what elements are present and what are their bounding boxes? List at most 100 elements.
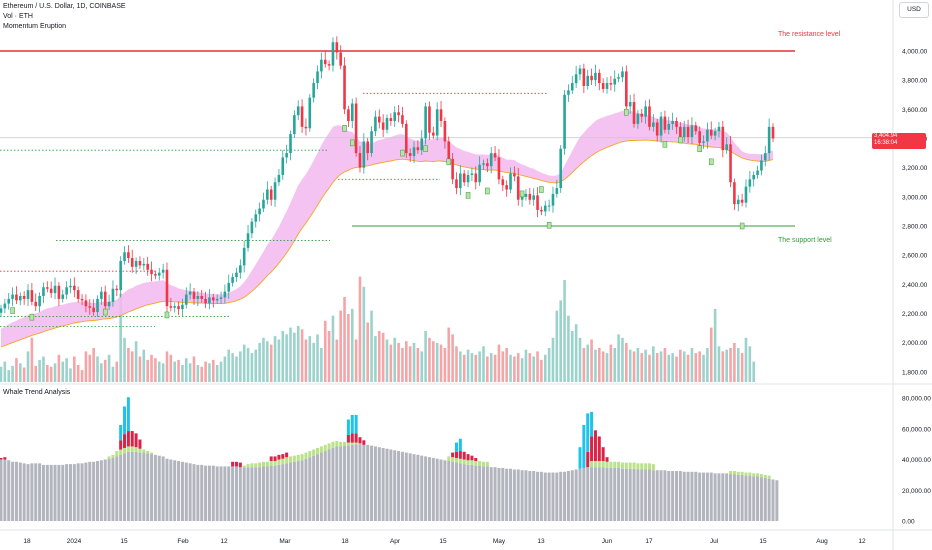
volume-bar [320,348,323,382]
whale-green-bar [130,446,134,452]
candle-body [489,153,493,167]
whale-cyan-bar [458,438,462,452]
candle-body [493,153,497,158]
whale-green-bar [447,456,451,462]
candle-body [601,83,605,89]
candle-body [636,113,640,124]
whale-base-bar [304,458,308,521]
whale-base-bar [451,461,455,521]
volume-bar [223,356,227,382]
whale-base-bar [80,463,84,521]
whale-green-bar [346,442,350,446]
candle-body [138,261,142,266]
whale-red-bar [354,433,358,443]
volume-bar [416,348,420,382]
whale-base-bar [485,466,489,521]
volume-bar [73,356,76,382]
volume-indicator-label[interactable]: Vol · ETH [3,13,33,20]
whale-base-bar [501,467,505,521]
time-tick-label: Jun [602,538,613,545]
whale-base-bar [200,464,204,521]
whale-base-bar [493,467,497,521]
whale-green-bar [470,460,474,465]
candle-body [320,59,323,72]
volume-bar [474,354,478,382]
whale-green-bar [273,461,277,466]
whale-cyan-bar [454,442,458,452]
candle-body [262,199,265,209]
candle-body [733,182,736,205]
candle-body [377,116,381,123]
whale-base-bar [165,458,169,521]
candle-body [88,306,92,308]
candle-body [100,291,103,299]
whale-green-bar [242,465,246,468]
volume-bar [563,280,566,382]
whale-base-bar [597,467,601,521]
signal-marker [519,190,525,198]
candle-body [258,208,261,215]
volume-bar [258,342,261,382]
volume-bar [532,356,535,382]
whale-base-bar [258,467,262,521]
volume-bar [432,341,435,382]
symbol-title: Ethereum / U.S. Dollar, 1D, COINBASE [3,3,126,10]
volume-bar [636,348,640,382]
candle-body [497,157,501,180]
candle-body [188,291,192,295]
candle-body [459,173,462,189]
candle-body [0,308,3,313]
candle-body [184,294,188,305]
candle-body [61,294,65,299]
candle-body [96,298,99,313]
candle-body [416,147,420,151]
whale-indicator-label[interactable]: Whale Trend Analysis [3,389,71,396]
candle-body [532,195,535,200]
whale-green-bar [304,452,308,459]
volume-bar [736,348,740,382]
volume-bar [717,346,721,382]
whale-base-bar [65,464,69,521]
whale-red-bar [126,431,130,447]
volume-bar [61,361,65,382]
volume-bar [285,334,288,382]
candle-body [540,209,543,212]
whale-base-bar [238,467,242,521]
whale-base-bar [717,473,721,521]
volume-bar [103,359,107,382]
candle-body [555,188,559,194]
whale-base-bar [269,465,273,521]
whale-base-bar [698,472,702,521]
whale-green-bar [246,464,250,468]
candle-body [543,205,547,212]
whale-green-bar [146,451,150,454]
candle-body [300,106,304,127]
whale-green-bar [651,464,655,471]
momentum-indicator-label[interactable]: Momentum Eruption [3,23,67,30]
candle-body [570,83,574,91]
whale-red-bar [358,437,362,444]
resistance-annotation: The resistance level [778,31,841,38]
price-tick-label: 3,800.00 [902,78,928,85]
whale-cyan-bar [126,397,130,432]
whale-green-bar [454,457,458,463]
volume-bar [752,361,755,382]
whale-green-bar [605,461,609,468]
candle-body [107,301,111,307]
whale-base-bar [547,472,551,521]
volume-bar [709,327,713,382]
volume-bar [111,366,115,382]
candle-body [667,123,671,130]
candle-body [53,285,57,294]
volume-bar [177,359,180,382]
whale-base-bar [215,466,219,521]
whale-base-bar [292,461,296,521]
currency-button[interactable]: USD [899,2,929,18]
whale-base-bar [748,475,752,521]
momentum-cloud [1,110,773,347]
whale-base-bar [96,461,99,521]
candle-body [65,287,68,295]
whale-green-bar [763,474,767,478]
whale-red-bar [277,454,281,460]
